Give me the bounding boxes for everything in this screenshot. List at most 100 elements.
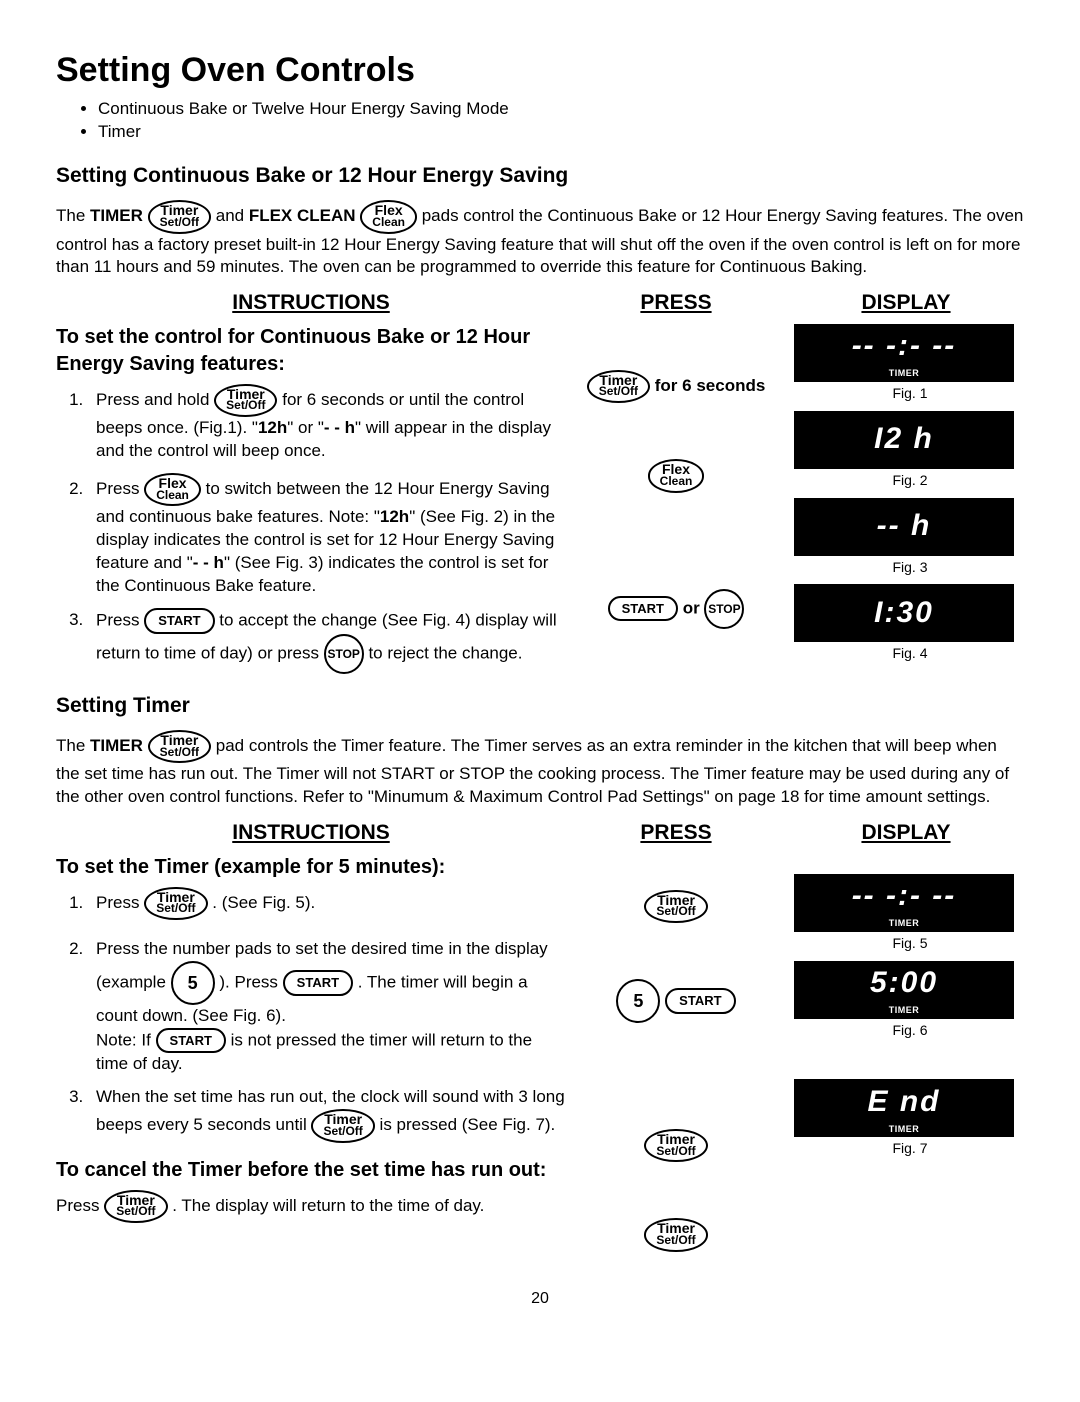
fig7-caption: Fig. 7 xyxy=(794,1139,1026,1158)
section1-colheads: INSTRUCTIONS PRESS DISPLAY xyxy=(56,289,1024,317)
timer-setoff-button: Timer Set/Off xyxy=(148,730,211,763)
display-fig5: -- -:- -- TIMER xyxy=(794,874,1014,932)
display-fig3: -- h xyxy=(794,498,1014,556)
flex-clean-button: Flex Clean xyxy=(648,459,705,492)
display-fig1: -- -:- -- TIMER xyxy=(794,324,1014,382)
fig1-caption: Fig. 1 xyxy=(794,384,1026,403)
display-segment: I2 h xyxy=(874,419,934,460)
button-label-bot: Set/Off xyxy=(160,747,199,758)
text-bold: - - h xyxy=(193,553,224,572)
fig3-caption: Fig. 3 xyxy=(794,558,1026,577)
display-segment: E nd xyxy=(868,1082,941,1123)
text: Press xyxy=(56,1196,104,1215)
display-segment: I:30 xyxy=(874,593,934,634)
display-sublabel: TIMER xyxy=(889,1123,920,1135)
text: Press and hold xyxy=(96,390,214,409)
button-label-bot: Clean xyxy=(660,476,693,487)
start-button: START xyxy=(283,970,353,996)
section2-display: -- -:- -- TIMER Fig. 5 5:00 TIMER Fig. 6… xyxy=(786,854,1026,1252)
fig2-caption: Fig. 2 xyxy=(794,471,1026,490)
col-press: PRESS xyxy=(566,289,786,317)
button-label-bot: Set/Off xyxy=(116,1206,155,1217)
text: Press xyxy=(96,610,144,629)
timer-setoff-button: Timer Set/Off xyxy=(644,1218,707,1251)
timer-setoff-button: Timer Set/Off xyxy=(644,890,707,923)
text: Press xyxy=(96,479,144,498)
col-display: DISPLAY xyxy=(786,289,1026,317)
display-sublabel: TIMER xyxy=(889,367,920,379)
step-2: Press the number pads to set the desired… xyxy=(88,938,566,1076)
button-label-bot: Set/Off xyxy=(160,217,199,228)
text: Note: If xyxy=(96,1030,156,1049)
section2-intro: The TIMER Timer Set/Off pad controls the… xyxy=(56,730,1024,809)
press-row-2: Flex Clean xyxy=(566,453,786,492)
section2-instructions: To set the Timer (example for 5 minutes)… xyxy=(56,854,566,1252)
flex-clean-button: Flex Clean xyxy=(144,473,201,506)
display-segment: -- -:- -- xyxy=(852,326,957,367)
fig5-caption: Fig. 5 xyxy=(794,934,1026,953)
start-button: START xyxy=(608,596,678,622)
button-label-bot: Set/Off xyxy=(656,1146,695,1157)
section2-subhead1: To set the Timer (example for 5 minutes)… xyxy=(56,854,566,881)
press-row-3: Timer Set/Off xyxy=(566,1123,786,1162)
step-3: When the set time has run out, the clock… xyxy=(88,1086,566,1142)
page-title: Setting Oven Controls xyxy=(56,48,1024,94)
text: " or " xyxy=(287,418,324,437)
cancel-instruction: Press Timer Set/Off . The display will r… xyxy=(56,1190,566,1223)
section1-subhead: To set the control for Continuous Bake o… xyxy=(56,324,566,378)
section2-steps: Press Timer Set/Off . (See Fig. 5). Pres… xyxy=(88,887,566,1143)
page-bullets: Continuous Bake or Twelve Hour Energy Sa… xyxy=(98,98,1024,144)
text: to reject the change. xyxy=(368,643,522,662)
timer-setoff-button: Timer Set/Off xyxy=(144,887,207,920)
text-bold: 12h xyxy=(380,507,409,526)
section1-press: Timer Set/Off for 6 seconds Flex Clean S… xyxy=(566,324,786,684)
button-label-bot: Set/Off xyxy=(226,400,265,411)
text: The xyxy=(56,736,90,755)
press-row-4: Timer Set/Off xyxy=(566,1212,786,1251)
timer-setoff-button: Timer Set/Off xyxy=(104,1190,167,1223)
section1-instructions: To set the control for Continuous Bake o… xyxy=(56,324,566,684)
col-display: DISPLAY xyxy=(786,819,1026,847)
text: . (See Fig. 5). xyxy=(212,893,315,912)
page-number: 20 xyxy=(56,1288,1024,1310)
text: Press xyxy=(96,893,144,912)
button-label-bot: Clean xyxy=(156,490,189,501)
or-label: or xyxy=(683,598,700,617)
button-label-bot: Set/Off xyxy=(323,1126,362,1137)
display-fig2: I2 h xyxy=(794,411,1014,469)
text: and xyxy=(216,206,249,225)
timer-setoff-button: Timer Set/Off xyxy=(148,200,211,233)
section1-heading: Setting Continuous Bake or 12 Hour Energ… xyxy=(56,162,1024,190)
section1-body: To set the control for Continuous Bake o… xyxy=(56,324,1024,684)
display-segment: -- h xyxy=(877,506,932,547)
col-instructions: INSTRUCTIONS xyxy=(56,819,566,847)
step-3: Press START to accept the change (See Fi… xyxy=(88,608,566,674)
display-segment: 5:00 xyxy=(870,963,938,1004)
bullet-item: Continuous Bake or Twelve Hour Energy Sa… xyxy=(98,98,1024,121)
press-row-1: Timer Set/Off for 6 seconds xyxy=(566,364,786,403)
press-row-2: 5 START xyxy=(566,973,786,1023)
start-button: START xyxy=(144,608,214,634)
button-label-bot: Set/Off xyxy=(156,903,195,914)
text-bold: - - h xyxy=(324,418,355,437)
fig4-caption: Fig. 4 xyxy=(794,644,1026,663)
display-fig4: I:30 xyxy=(794,584,1014,642)
text: ). Press xyxy=(219,972,282,991)
section2-subhead2: To cancel the Timer before the set time … xyxy=(56,1157,566,1184)
text: is pressed (See Fig. 7). xyxy=(380,1116,556,1135)
section2-heading: Setting Timer xyxy=(56,692,1024,720)
flex-clean-button: Flex Clean xyxy=(360,200,417,233)
col-instructions: INSTRUCTIONS xyxy=(56,289,566,317)
display-sublabel: TIMER xyxy=(889,917,920,929)
button-label-bot: Set/Off xyxy=(656,906,695,917)
text-bold: TIMER xyxy=(90,206,143,225)
text-bold: TIMER xyxy=(90,736,143,755)
section1-display: -- -:- -- TIMER Fig. 1 I2 h Fig. 2 -- h … xyxy=(786,324,1026,684)
step-1: Press Timer Set/Off . (See Fig. 5). xyxy=(88,887,566,920)
display-segment: -- -:- -- xyxy=(852,876,957,917)
display-fig7: E nd TIMER xyxy=(794,1079,1014,1137)
stop-button: STOP xyxy=(704,589,744,629)
start-button: START xyxy=(156,1028,226,1054)
button-label-bot: Set/Off xyxy=(599,386,638,397)
press-label: for 6 seconds xyxy=(655,376,766,395)
